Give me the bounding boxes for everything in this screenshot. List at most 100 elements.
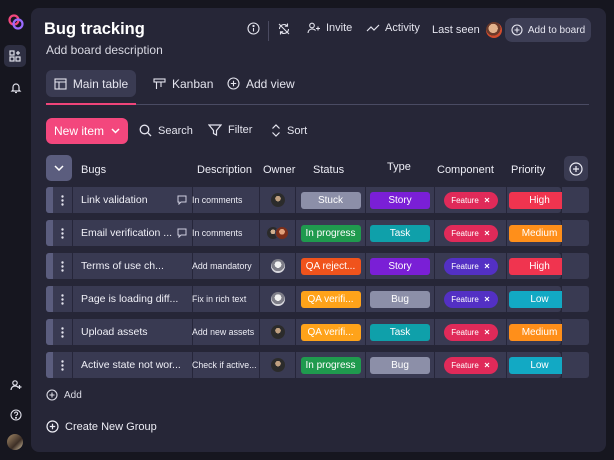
bug-name-cell[interactable]: Link validation [73,187,193,213]
comment-icon[interactable] [177,228,187,241]
column-header-priority[interactable]: Priority [511,164,546,176]
type-cell[interactable]: Story [366,187,435,213]
board-description[interactable]: Add board description [46,43,163,57]
invite-button[interactable]: Invite [307,22,352,34]
add-item-row[interactable]: Add [46,389,82,401]
profile-avatar[interactable] [7,434,23,450]
bell-icon[interactable] [6,78,26,98]
owner-cell[interactable] [260,286,296,312]
type-cell[interactable]: Bug [366,352,435,378]
component-cell[interactable]: Feature [435,319,507,345]
row-menu-icon[interactable] [53,253,73,279]
component-cell[interactable]: Feature [435,220,507,246]
remove-tag-icon[interactable] [484,295,490,304]
component-tag[interactable]: Feature [443,290,498,308]
component-cell[interactable]: Feature [435,253,507,279]
column-header-status[interactable]: Status [313,164,345,176]
component-cell[interactable]: Feature [435,286,507,312]
status-badge[interactable]: QA verifi... [300,290,361,308]
table-row[interactable]: Active state not wor... Check if active..… [46,352,573,378]
column-header-description[interactable]: Description [197,164,253,176]
remove-tag-icon[interactable] [484,229,490,238]
row-menu-icon[interactable] [53,319,73,345]
type-cell[interactable]: Task [366,319,435,345]
tab-kanban[interactable]: Kanban [153,70,213,97]
component-tag[interactable]: Feature [443,356,498,374]
priority-badge[interactable]: High [508,191,571,209]
status-badge[interactable]: QA verifi... [300,323,361,341]
priority-badge[interactable]: Low [508,290,571,308]
type-badge[interactable]: Story [370,257,430,275]
priority-badge[interactable]: Low [508,356,571,374]
add-view-button[interactable]: Add view [227,70,295,97]
bug-name-cell[interactable]: Terms of use ch... [73,253,193,279]
type-badge[interactable]: Bug [370,290,430,308]
search-button[interactable]: Search [139,124,193,137]
priority-badge[interactable]: High [508,257,571,275]
description-cell[interactable]: Add new assets [188,319,260,345]
description-cell[interactable]: Fix in rich text [188,286,260,312]
board-title[interactable]: Bug tracking [44,20,145,38]
owner-cell[interactable] [260,187,296,213]
table-row[interactable]: Page is loading diff... Fix in rich text Q… [46,286,573,312]
owner-avatar[interactable] [270,259,285,273]
bug-name-cell[interactable]: Upload assets [73,319,193,345]
status-cell[interactable]: In progress [296,220,366,246]
add-column-button[interactable] [564,156,588,181]
priority-badge[interactable]: Medium [508,323,571,341]
add-to-board-button[interactable]: Add to board [505,18,591,42]
row-menu-icon[interactable] [53,187,73,213]
status-badge[interactable]: Stuck [300,191,361,209]
status-cell[interactable]: Stuck [296,187,366,213]
description-cell[interactable]: Check if active... [188,352,260,378]
status-cell[interactable]: QA verifi... [296,286,366,312]
type-cell[interactable]: Bug [366,286,435,312]
sort-button[interactable]: Sort [271,124,307,137]
row-menu-icon[interactable] [53,220,73,246]
type-badge[interactable]: Task [370,323,430,341]
owner-avatar[interactable] [270,193,285,207]
remove-tag-icon[interactable] [484,196,490,205]
sync-off-icon[interactable] [277,22,291,36]
filter-button[interactable]: Filter [208,124,252,136]
type-cell[interactable]: Story [366,253,435,279]
owner-avatars[interactable] [265,226,290,240]
table-row[interactable]: Upload assets Add new assets QA verifi... T… [46,319,573,345]
status-badge[interactable]: In progress [300,224,361,242]
component-tag[interactable]: Feature [443,257,498,275]
owner-avatar[interactable] [270,292,285,306]
component-cell[interactable]: Feature [435,187,507,213]
owner-avatar[interactable] [270,358,285,372]
status-badge[interactable]: QA reject... [300,257,361,275]
component-cell[interactable]: Feature [435,352,507,378]
apps-add-icon[interactable] [4,45,26,67]
table-row[interactable]: Terms of use ch... Add mandatory QA reject… [46,253,573,279]
owner-cell[interactable] [260,253,296,279]
column-header-component[interactable]: Component [437,164,494,176]
create-new-group-button[interactable]: Create New Group [46,420,157,433]
chevron-down-icon[interactable] [111,128,120,134]
owner-avatar[interactable] [270,325,285,339]
remove-tag-icon[interactable] [484,361,490,370]
bug-name-cell[interactable]: Page is loading diff... [73,286,193,312]
add-user-icon[interactable] [6,375,26,395]
owner-cell[interactable] [260,319,296,345]
status-cell[interactable]: QA reject... [296,253,366,279]
type-badge[interactable]: Story [370,191,430,209]
new-item-button[interactable]: New item [46,118,128,144]
remove-tag-icon[interactable] [484,328,490,337]
component-tag[interactable]: Feature [443,224,498,242]
description-cell[interactable]: Add mandatory [188,253,260,279]
component-tag[interactable]: Feature [443,323,498,341]
description-cell[interactable]: In comments [188,187,260,213]
owner-cell[interactable] [260,220,296,246]
info-icon[interactable] [247,22,260,35]
type-badge[interactable]: Bug [370,356,430,374]
bug-name-cell[interactable]: Email verification ... [73,220,193,246]
column-header-type[interactable]: Type [387,161,411,173]
row-menu-icon[interactable] [53,286,73,312]
app-logo-icon[interactable] [6,12,26,32]
remove-tag-icon[interactable] [484,262,490,271]
type-badge[interactable]: Task [370,224,430,242]
description-cell[interactable]: In comments [188,220,260,246]
